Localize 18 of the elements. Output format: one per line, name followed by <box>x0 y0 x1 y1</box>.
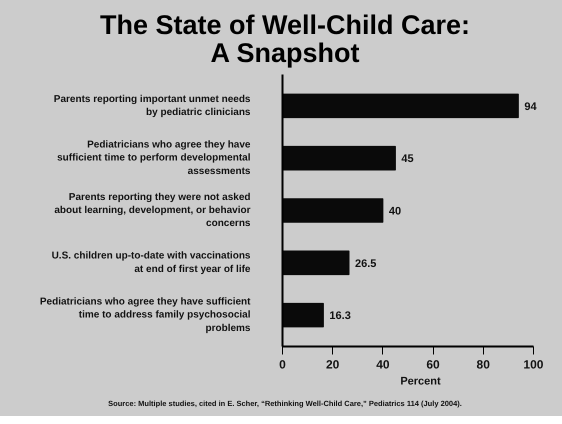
x-tick-label: 40 <box>376 358 390 372</box>
data-label: 45 <box>401 153 414 166</box>
chart-title: The State of Well-Child Care: A Snapshot <box>100 10 470 68</box>
y-tick-label: Parents reporting important unmet needs by pediatric clinicians <box>54 94 251 118</box>
x-tick-label: 20 <box>326 358 340 372</box>
data-label: 16.3 <box>329 310 351 322</box>
x-axis-title: Percent <box>400 376 442 388</box>
data-label: 40 <box>388 206 402 218</box>
x-tick-label: 100 <box>523 358 544 372</box>
data-label: 94 <box>524 100 538 113</box>
x-tick-label: 0 <box>279 358 286 372</box>
data-label: 26.5 <box>354 258 376 270</box>
y-tick-label: Pediatricians who agree they have sufficient time to perform developmental assessments <box>57 139 251 177</box>
y-tick-label: Pediatricians who agree they have sufficient time to address family psychosocial problems <box>40 296 252 334</box>
y-tick-label: Parents reporting they were not asked about learning, development, or behavior concerns <box>54 192 251 230</box>
y-tick-label: U.S. children up-to-date with vaccinations at end of first year of life <box>52 250 251 275</box>
x-tick-label: 80 <box>476 358 490 372</box>
x-tick-label: 60 <box>426 358 440 372</box>
